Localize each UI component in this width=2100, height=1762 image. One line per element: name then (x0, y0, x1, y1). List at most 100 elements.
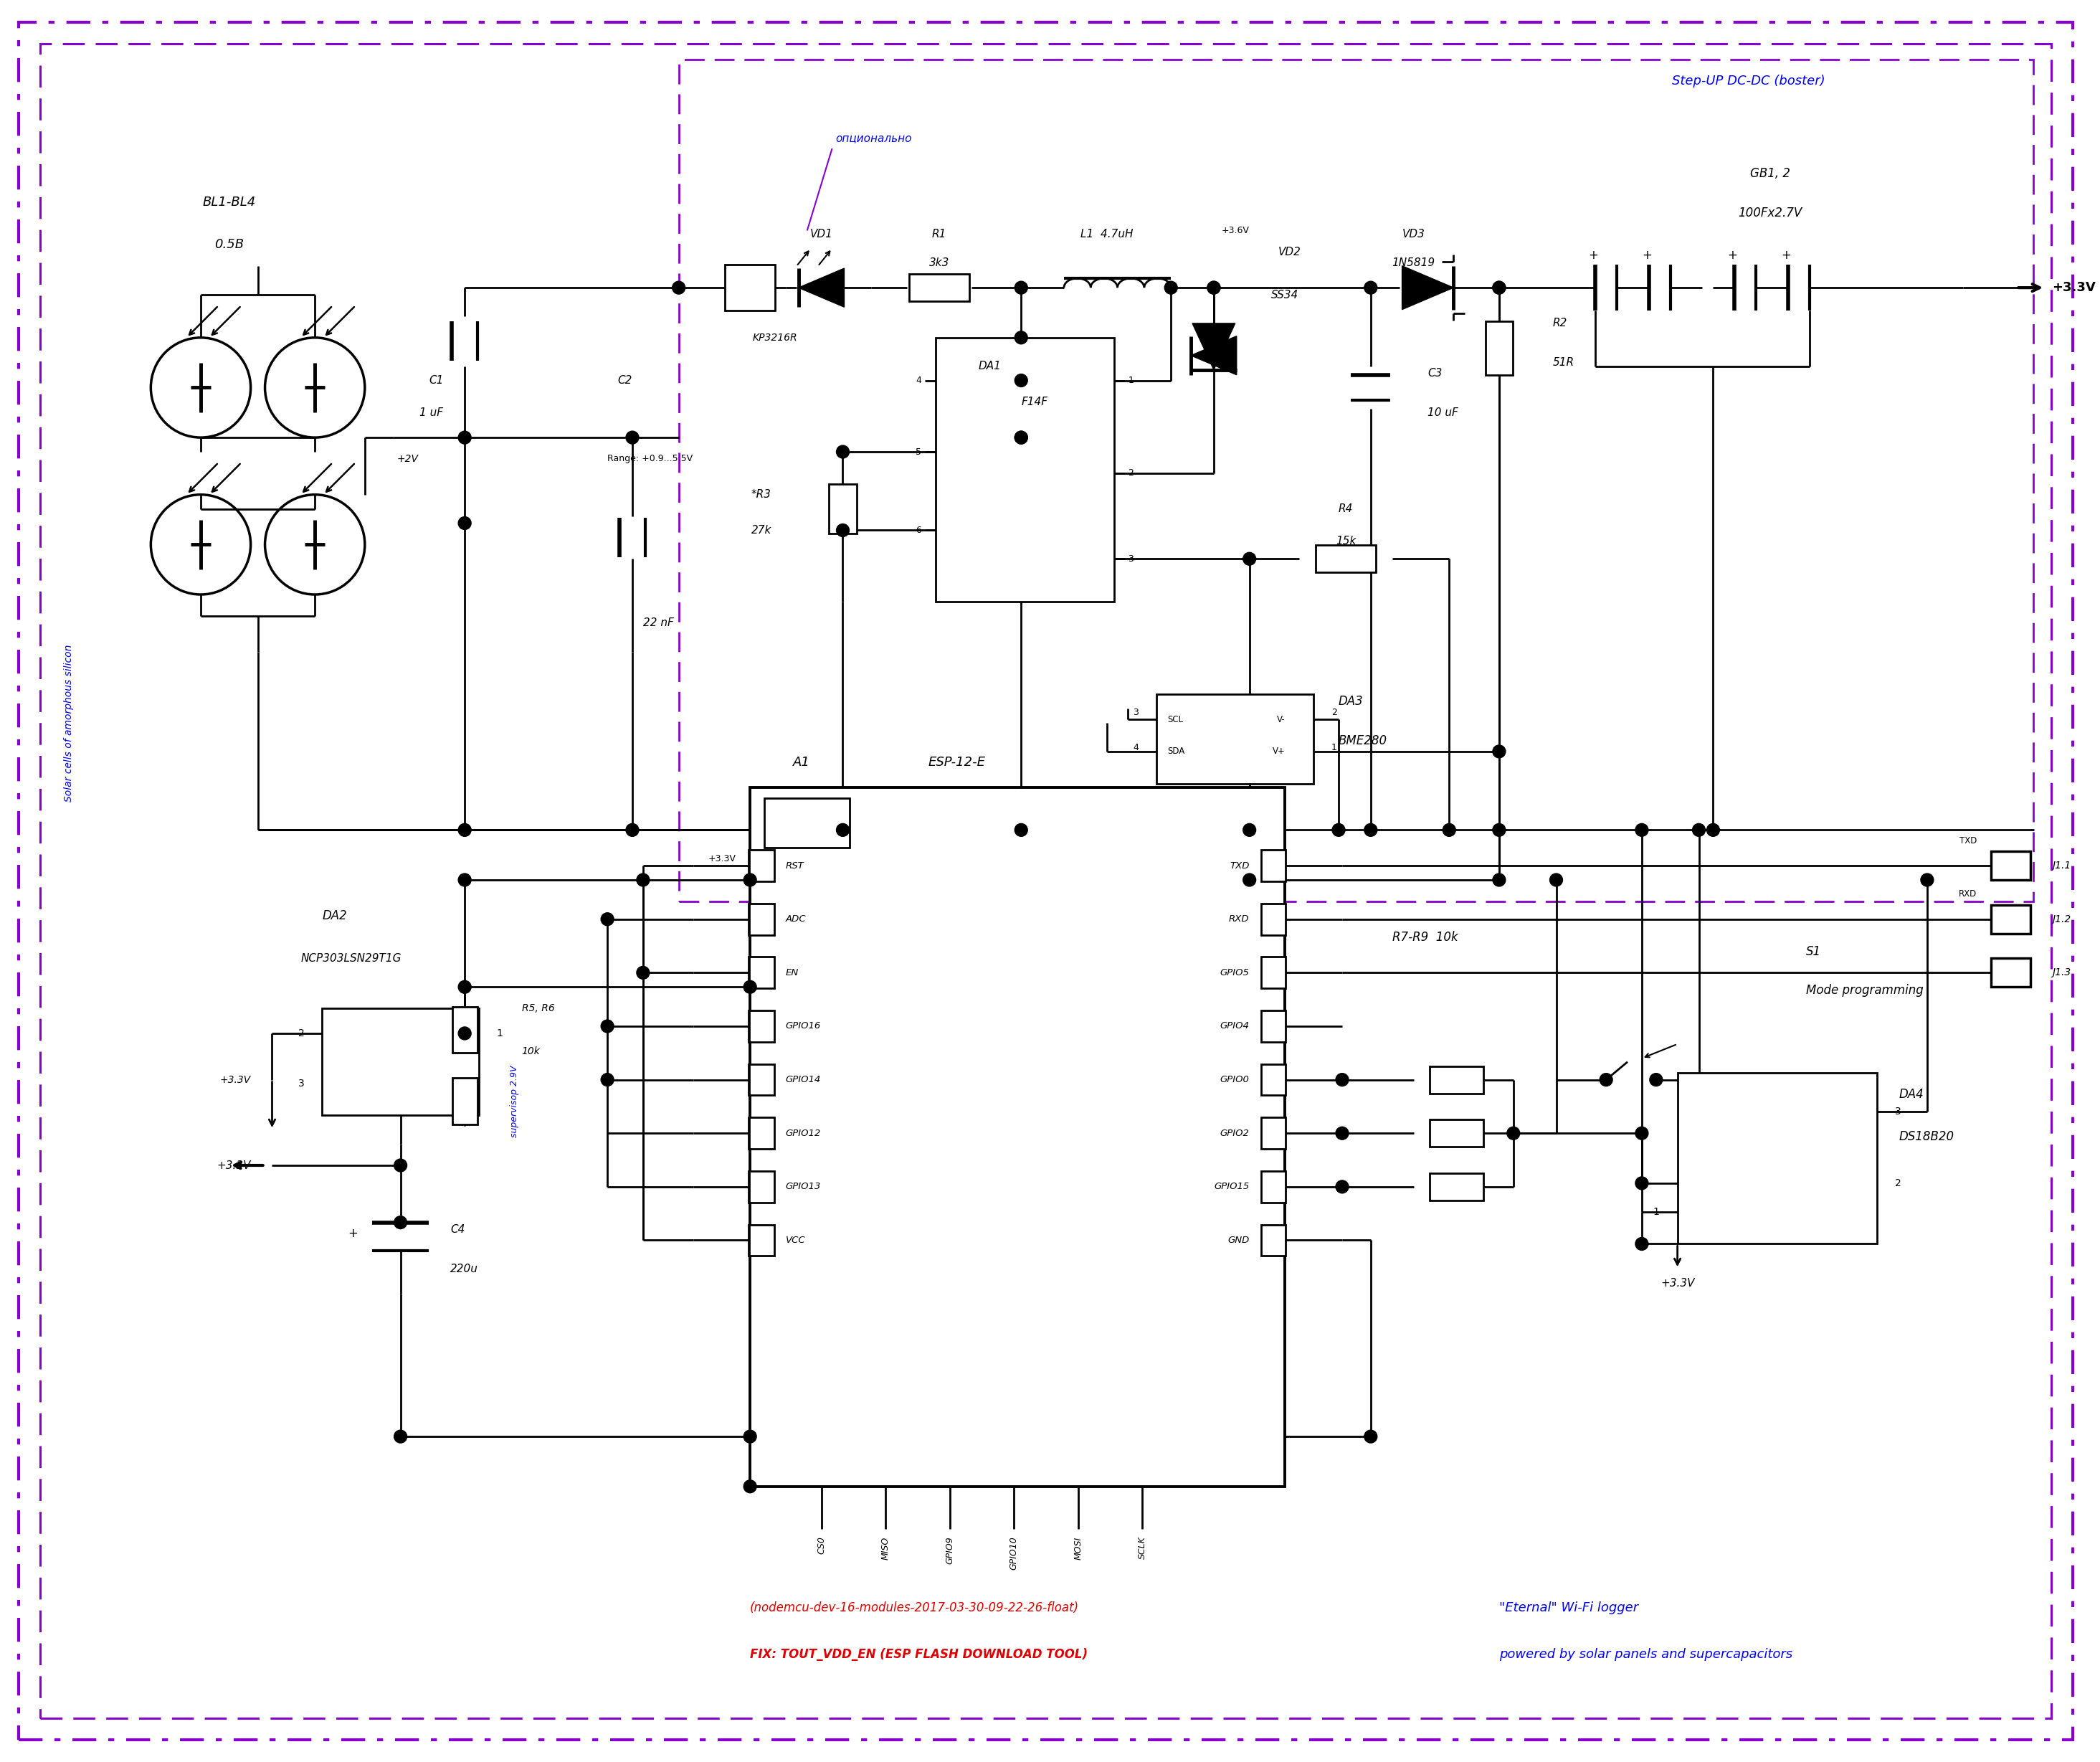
Text: 51R: 51R (1552, 358, 1575, 368)
Text: 3: 3 (1894, 1107, 1900, 1117)
Text: SS34: SS34 (1270, 289, 1298, 300)
Text: R4: R4 (1338, 504, 1352, 515)
Text: 4: 4 (758, 1022, 764, 1031)
Text: +3.6V: +3.6V (1222, 226, 1250, 236)
Text: 19: 19 (1268, 1022, 1279, 1031)
Text: 8: 8 (754, 1235, 758, 1246)
Text: 4: 4 (754, 1022, 758, 1031)
Text: TXD: TXD (1959, 835, 1976, 846)
Text: R2: R2 (1552, 317, 1567, 329)
Circle shape (1243, 553, 1256, 566)
Text: 7: 7 (758, 1182, 764, 1191)
Circle shape (1636, 1128, 1649, 1140)
Circle shape (1365, 823, 1378, 837)
Text: MOSI: MOSI (1073, 1536, 1084, 1559)
Circle shape (1636, 823, 1649, 837)
Circle shape (1014, 331, 1027, 344)
Bar (750, 1225, 775, 1256)
Circle shape (1014, 823, 1027, 837)
Bar (1260, 1011, 1285, 1041)
Text: 1: 1 (1331, 744, 1338, 752)
Circle shape (458, 823, 470, 837)
Circle shape (395, 1216, 407, 1228)
Bar (452, 1078, 477, 1124)
Bar (909, 275, 970, 301)
Circle shape (1693, 823, 1705, 837)
Circle shape (1331, 823, 1344, 837)
Text: 2: 2 (758, 914, 764, 923)
Text: DA1: DA1 (979, 361, 1002, 372)
Bar (1991, 906, 2031, 934)
Text: 3k3: 3k3 (928, 257, 949, 268)
Circle shape (1600, 1073, 1613, 1085)
Circle shape (1636, 1237, 1649, 1251)
Text: RXD: RXD (1959, 890, 1976, 899)
Text: KP3216R: KP3216R (752, 333, 798, 342)
Text: FIX: TOUT_VDD_EN (ESP FLASH DOWNLOAD TOOL): FIX: TOUT_VDD_EN (ESP FLASH DOWNLOAD TOO… (750, 1647, 1088, 1660)
Text: SCLK: SCLK (1138, 1536, 1147, 1559)
Text: F14F: F14F (1021, 396, 1048, 407)
Text: 6: 6 (916, 525, 922, 536)
Text: GPIO15: GPIO15 (1214, 1182, 1250, 1191)
Text: 1: 1 (754, 862, 758, 870)
Text: A1: A1 (794, 756, 811, 768)
Text: +3.3V: +3.3V (708, 855, 735, 863)
Text: ESP-12-E: ESP-12-E (928, 756, 985, 768)
Text: SCL: SCL (1168, 715, 1182, 724)
Text: 1: 1 (758, 862, 764, 870)
Circle shape (836, 523, 848, 537)
Bar (1678, 1073, 1877, 1244)
Text: MISO: MISO (880, 1536, 890, 1559)
Text: 2: 2 (298, 1029, 304, 1038)
Circle shape (1922, 874, 1934, 886)
Text: DA3: DA3 (1338, 694, 1363, 708)
Bar (1260, 849, 1285, 881)
Circle shape (1336, 1128, 1348, 1140)
Bar (750, 957, 775, 988)
Circle shape (458, 516, 470, 530)
Text: GPIO4: GPIO4 (1220, 1022, 1250, 1031)
Bar (750, 1011, 775, 1041)
Circle shape (636, 874, 649, 886)
Bar (750, 849, 775, 881)
Text: 3: 3 (758, 967, 764, 978)
Bar (764, 798, 851, 848)
Text: 6: 6 (758, 1129, 764, 1138)
Text: 5: 5 (758, 1075, 764, 1084)
Bar (1991, 959, 2031, 987)
Bar (750, 1172, 775, 1202)
Bar (934, 338, 1113, 601)
Bar (1260, 957, 1285, 988)
Circle shape (1014, 282, 1027, 294)
Text: +3.3V: +3.3V (2052, 282, 2096, 294)
Text: R7-R9  10k: R7-R9 10k (1392, 930, 1457, 943)
Circle shape (1443, 823, 1455, 837)
Text: 7: 7 (754, 1182, 758, 1191)
Circle shape (1014, 432, 1027, 444)
Text: 2: 2 (754, 914, 758, 923)
Text: 3: 3 (298, 1078, 304, 1089)
Circle shape (1493, 874, 1506, 886)
Circle shape (1243, 823, 1256, 837)
Circle shape (836, 446, 848, 458)
Bar (1260, 1117, 1285, 1149)
Polygon shape (1191, 337, 1237, 375)
Text: VD2: VD2 (1279, 247, 1300, 257)
Text: 17: 17 (1268, 1129, 1279, 1138)
Text: 1N5819: 1N5819 (1392, 257, 1434, 268)
Circle shape (458, 432, 470, 444)
Text: 18: 18 (1268, 1075, 1279, 1084)
Text: +: + (1642, 248, 1653, 263)
Text: Range: +0.9...5.5V: Range: +0.9...5.5V (607, 455, 693, 463)
Text: *R3: *R3 (752, 490, 771, 500)
Circle shape (1166, 282, 1178, 294)
Text: 15k: 15k (1336, 536, 1357, 546)
Circle shape (1550, 874, 1562, 886)
Text: ADC: ADC (785, 914, 806, 923)
Text: GPIO2: GPIO2 (1220, 1129, 1250, 1138)
Text: TXD: TXD (1231, 862, 1250, 870)
Text: (nodemcu-dev-16-modules-2017-03-30-09-22-26-float): (nodemcu-dev-16-modules-2017-03-30-09-22… (750, 1602, 1079, 1614)
Text: GPIO12: GPIO12 (785, 1129, 821, 1138)
Text: 27k: 27k (752, 525, 771, 536)
Text: 5: 5 (754, 1075, 758, 1084)
